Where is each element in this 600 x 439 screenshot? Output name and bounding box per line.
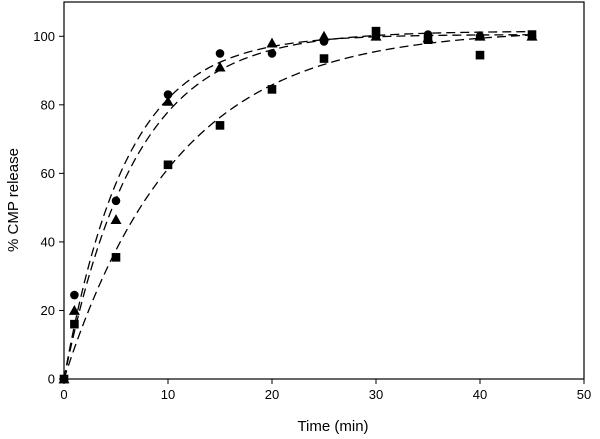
circle-point (267, 49, 277, 58)
fit-curves (63, 30, 533, 380)
square-point (111, 253, 121, 262)
x-tick-label: 30 (369, 387, 383, 402)
y-tick-label: 60 (41, 166, 55, 181)
y-axis-label: % CMP release (5, 148, 22, 252)
square-point (527, 30, 537, 39)
y-tick-label: 20 (41, 303, 55, 318)
triangle-point (370, 30, 382, 41)
circle-point (163, 90, 173, 99)
data-markers (58, 26, 538, 384)
fit-curve-series-3 (63, 34, 533, 380)
triangle-point (162, 95, 174, 106)
fit-curve-series-2 (63, 30, 533, 380)
circle-point (111, 196, 121, 206)
square-point (215, 121, 225, 130)
triangle-point (266, 37, 278, 48)
square-point (319, 54, 329, 63)
triangle-point (68, 304, 80, 315)
plot-frame (63, 1, 585, 380)
x-tick-label: 50 (577, 387, 591, 402)
x-tick-label: 20 (265, 387, 279, 402)
square-point (70, 319, 79, 329)
fit-curve-series-1 (63, 34, 533, 380)
circle-point (70, 290, 79, 300)
square-point (423, 35, 433, 44)
square-point (163, 160, 173, 170)
square-point (371, 26, 381, 36)
triangle-point (110, 214, 122, 225)
square-point (267, 85, 277, 94)
circle-point (215, 49, 225, 58)
triangle-point (474, 30, 486, 41)
x-tick-label: 10 (161, 387, 175, 402)
x-tick-label: 40 (473, 387, 487, 402)
square-point (475, 50, 485, 60)
plot-area (63, 1, 585, 380)
y-tick-label: 40 (41, 234, 55, 249)
triangle-point (214, 61, 226, 72)
x-tick-label: 0 (60, 387, 67, 402)
y-tick-label: 80 (41, 97, 55, 112)
triangle-point (318, 30, 330, 41)
x-axis-ticks: 0 10 20 30 40 50 (60, 379, 591, 402)
x-axis-label: Time (min) (297, 418, 368, 435)
y-tick-label: 0 (48, 372, 55, 387)
y-axis-ticks: 0 20 40 60 80 100 (33, 29, 64, 387)
y-tick-label: 100 (33, 29, 55, 44)
